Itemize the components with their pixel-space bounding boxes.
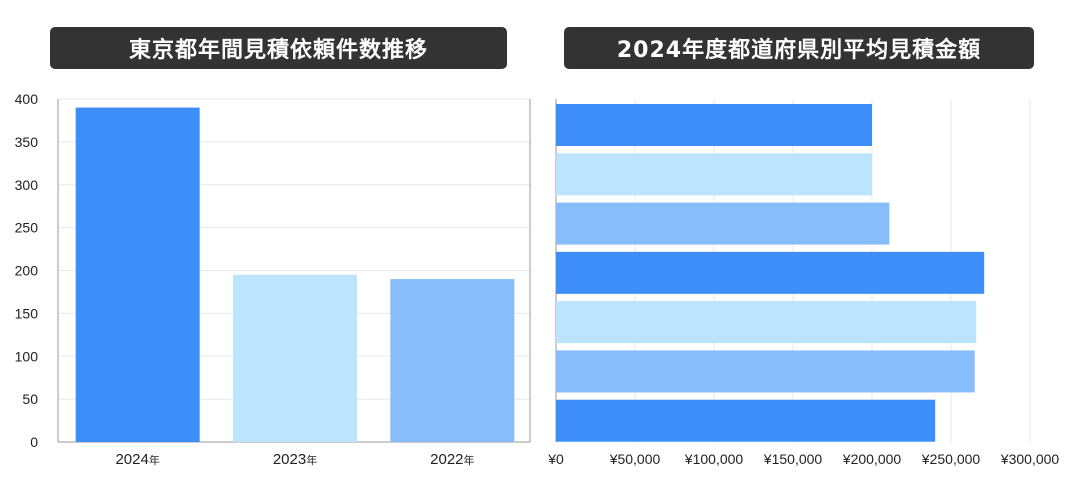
left-bar xyxy=(233,274,357,442)
right-bar xyxy=(556,202,890,245)
left-x-tick-label: 2022年 xyxy=(430,451,474,468)
left-y-tick-label: 50 xyxy=(22,391,38,407)
right-x-tick-label: ¥250,000 xyxy=(921,451,981,467)
left-y-tick-label: 150 xyxy=(15,305,39,321)
left-x-tick-label: 2023年 xyxy=(273,451,317,468)
left-y-tick-label: 200 xyxy=(15,263,39,279)
right-bar xyxy=(556,153,872,196)
left-y-tick-label: 300 xyxy=(15,177,39,193)
left-bar xyxy=(390,279,515,442)
right-x-tick-label: ¥0 xyxy=(547,451,564,467)
left-y-tick-label: 100 xyxy=(15,348,39,364)
right-x-tick-label: ¥200,000 xyxy=(842,451,902,467)
right-x-tick-label: ¥100,000 xyxy=(684,451,744,467)
left-y-tick-label: 0 xyxy=(30,434,38,450)
right-x-tick-label: ¥50,000 xyxy=(609,451,661,467)
left-bar xyxy=(75,107,200,442)
right-bar xyxy=(556,251,985,294)
left-x-tick-label: 2024年 xyxy=(115,451,159,468)
right-x-tick-label: ¥300,000 xyxy=(1000,451,1060,467)
left-y-tick-label: 250 xyxy=(15,220,39,236)
right-x-tick-label: ¥150,000 xyxy=(763,451,823,467)
right-bar xyxy=(556,104,872,146)
left-y-tick-label: 350 xyxy=(15,134,39,150)
left-y-tick-label: 400 xyxy=(15,91,39,107)
right-bar xyxy=(556,399,936,442)
right-bar xyxy=(556,350,975,393)
right-chart-title: 2024年度都道府県別平均見積金額 xyxy=(564,27,1034,69)
left-chart-title: 東京都年間見積依頼件数推移 xyxy=(50,27,507,69)
right-bar xyxy=(556,301,977,344)
